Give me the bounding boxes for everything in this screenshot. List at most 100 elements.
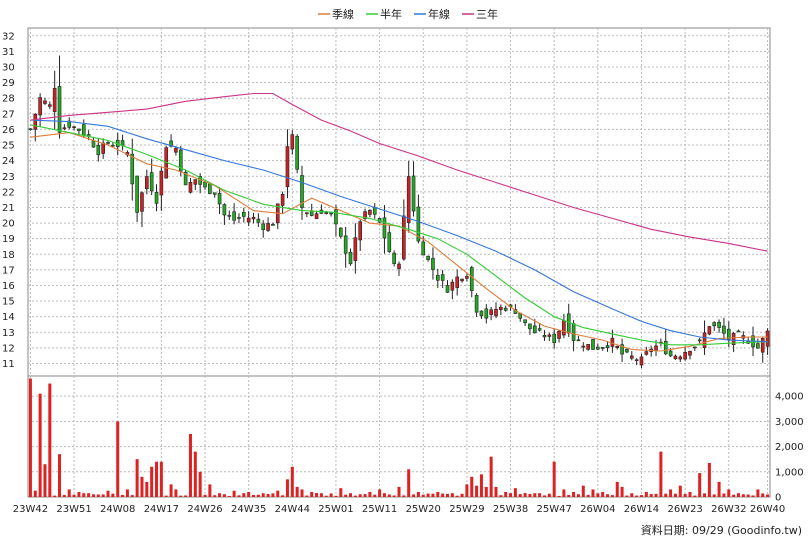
volume-bar	[445, 493, 450, 497]
candle-body	[760, 337, 765, 353]
volume-bar	[659, 451, 663, 497]
volume-tick-label: 3,000	[775, 417, 804, 428]
candle-body	[145, 176, 149, 190]
ma-line-三年	[30, 92, 768, 252]
volume-tick-label: 0	[775, 493, 781, 504]
candle-body	[149, 172, 154, 192]
volume-bar	[67, 489, 71, 497]
candle-body	[329, 212, 333, 215]
candle-body	[625, 348, 629, 353]
x-tick-label: 24W26	[187, 504, 222, 515]
volume-bar	[615, 481, 619, 497]
volume-bar	[620, 486, 624, 497]
volume-bar	[669, 489, 673, 497]
volume-bar	[106, 490, 110, 497]
volume-panel: 0 1,000 2,000 3,000 4,000	[27, 375, 804, 504]
volume-bar	[402, 495, 406, 497]
candle-body	[542, 334, 547, 338]
x-tick-label: 24W17	[144, 504, 179, 515]
candle-body	[562, 320, 566, 336]
candle-body	[702, 332, 707, 348]
candle-body	[280, 194, 285, 206]
candle-body	[693, 346, 697, 349]
price-tick-label: 24	[2, 156, 15, 167]
candle-body	[566, 313, 571, 334]
volume-bars	[28, 378, 770, 497]
volume-bar	[33, 490, 37, 497]
volume-bar	[431, 493, 435, 497]
candle-body	[334, 209, 338, 225]
volume-bar	[523, 493, 527, 497]
candle-body	[673, 355, 678, 360]
volume-bar	[125, 489, 129, 497]
volume-bar	[378, 489, 382, 497]
candle-body	[203, 182, 207, 188]
volume-bar	[766, 494, 770, 497]
volume-bar	[654, 493, 658, 497]
candle-body	[43, 100, 47, 104]
volume-bar	[116, 421, 120, 497]
volume-bar	[707, 462, 711, 497]
candle-body	[62, 127, 67, 130]
volume-bar	[305, 495, 309, 497]
legend-item: 季線	[318, 7, 354, 21]
volume-bar	[62, 495, 66, 497]
volume-tick-label: 2,000	[775, 442, 804, 453]
x-tick-label: 26W32	[711, 504, 746, 515]
candle-body	[290, 134, 295, 150]
volume-bar	[334, 495, 338, 497]
volume-bar	[688, 491, 692, 497]
legend-label: 三年	[476, 7, 498, 21]
candle-body	[174, 147, 178, 153]
volume-bar	[121, 494, 125, 497]
volume-bar	[572, 491, 576, 497]
candles	[28, 55, 770, 369]
volume-bar	[542, 495, 546, 497]
volume-bar	[712, 494, 716, 497]
volume-bar	[344, 494, 348, 497]
candle-body	[654, 345, 658, 351]
candle-body	[271, 223, 275, 226]
candle-body	[382, 217, 387, 239]
volume-bar	[528, 493, 532, 497]
candle-body	[135, 175, 139, 213]
x-axis: 23W42 23W51 24W08 24W17 24W26 24W35 24W44 25W01…	[13, 504, 785, 515]
candle-body	[450, 281, 455, 291]
candle-body	[435, 275, 440, 281]
volume-bar	[591, 489, 595, 497]
volume-bar	[639, 495, 643, 497]
volume-bar	[533, 493, 537, 497]
candle-body	[765, 330, 770, 347]
x-tick-label: 26W23	[667, 504, 702, 515]
candle-body	[402, 215, 406, 260]
candle-body	[222, 204, 227, 216]
candle-body	[528, 323, 532, 330]
candle-body	[557, 330, 561, 339]
volume-bar	[319, 493, 323, 497]
candle-body	[358, 221, 363, 241]
volume-bar	[465, 484, 469, 497]
price-tick-label: 29	[2, 78, 15, 89]
candle-body	[314, 213, 319, 220]
candle-body	[81, 124, 86, 136]
candle-body	[552, 333, 556, 343]
volume-bar	[518, 494, 522, 497]
volume-bar	[193, 451, 197, 497]
volume-bar	[484, 486, 488, 497]
candle-body	[586, 344, 590, 350]
volume-bar	[348, 493, 353, 497]
price-tick-label: 11	[2, 359, 15, 370]
price-tick-label: 32	[2, 31, 15, 42]
volume-bar	[606, 494, 610, 497]
volume-bar	[761, 493, 765, 497]
candle-body	[372, 207, 377, 215]
candle-body	[295, 136, 299, 170]
candle-body	[67, 120, 72, 128]
volume-bar	[630, 493, 634, 497]
candle-body	[731, 332, 736, 346]
volume-bar	[489, 456, 493, 497]
candle-body	[503, 307, 508, 311]
volume-bar	[295, 486, 299, 497]
candle-body	[479, 310, 484, 317]
volume-bar	[625, 495, 629, 497]
